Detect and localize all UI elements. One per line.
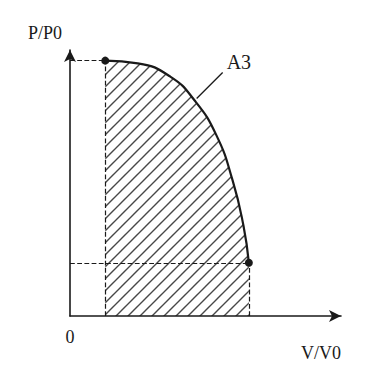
svg-text:0: 0 [66,327,75,347]
svg-text:P/P0: P/P0 [28,23,62,43]
svg-text:V/V0: V/V0 [301,343,341,363]
svg-text:A3: A3 [227,51,251,73]
